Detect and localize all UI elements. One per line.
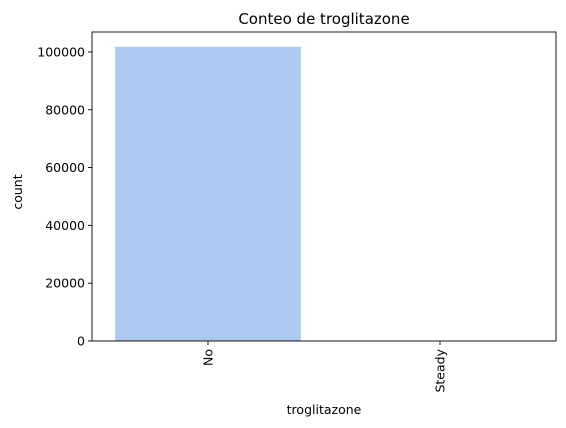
- y-tick-label: 60000: [45, 160, 85, 175]
- x-tick-label: No: [201, 349, 216, 366]
- y-tick-label: 40000: [45, 218, 85, 233]
- x-tick-label: Steady: [433, 348, 448, 392]
- y-axis-label: count: [10, 174, 25, 209]
- y-tick-label: 100000: [37, 44, 85, 59]
- y-tick-label: 0: [77, 334, 85, 349]
- bar-no: [115, 47, 301, 341]
- x-axis-label: troglitazone: [287, 402, 362, 417]
- chart-title: Conteo de troglitazone: [238, 10, 409, 28]
- plot-area: 0 20000 40000 60000 80000 100000 No Steady: [37, 32, 556, 393]
- y-tick-label: 80000: [45, 102, 85, 117]
- y-tick-label: 20000: [45, 276, 85, 291]
